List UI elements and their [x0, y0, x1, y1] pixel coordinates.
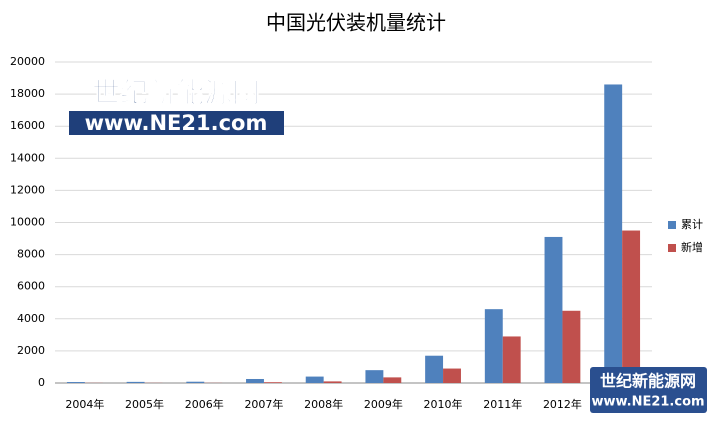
bar — [443, 368, 461, 383]
x-tick-label: 2009年 — [364, 397, 403, 411]
y-tick-label: 4000 — [17, 312, 45, 325]
y-tick-label: 8000 — [17, 248, 45, 261]
y-tick-label: 14000 — [10, 151, 45, 164]
bar — [502, 336, 521, 383]
y-tick-label: 2000 — [17, 344, 45, 357]
watermark-box — [590, 367, 707, 413]
bar — [263, 382, 282, 383]
y-tick-label: 6000 — [17, 280, 45, 293]
watermark-url: www.NE21.com — [591, 395, 704, 410]
x-tick-label: 2005年 — [125, 397, 164, 411]
y-tick-label: 20000 — [10, 55, 45, 68]
bar — [544, 236, 563, 383]
bar — [604, 84, 623, 383]
y-tick-label: 16000 — [10, 119, 45, 132]
bar — [305, 376, 324, 383]
bar — [365, 370, 384, 383]
watermark-name: 世纪新能源网 — [600, 372, 696, 391]
legend-label: 累计 — [681, 218, 703, 231]
bar — [622, 230, 641, 383]
chart-title: 中国光伏装机量统计 — [266, 11, 446, 35]
x-tick-label: 2012年 — [543, 397, 582, 411]
y-tick-label: 10000 — [10, 216, 45, 229]
watermark-bottom: 世纪新能源网 www.NE21.com — [590, 367, 707, 413]
x-tick-label: 2008年 — [304, 397, 343, 411]
y-tick-label: 0 — [38, 376, 45, 389]
watermark-bar — [69, 111, 284, 135]
bar — [562, 310, 581, 383]
x-tick-label: 2006年 — [185, 397, 224, 411]
legend-swatch — [668, 244, 676, 252]
watermark-top: 世纪新能源网 www.NE21.com — [69, 76, 284, 135]
x-tick-label: 2010年 — [424, 397, 463, 411]
y-tick-label: 12000 — [10, 183, 45, 196]
legend-label: 新增 — [681, 240, 703, 254]
watermark-name: 世纪新能源网 — [92, 76, 260, 109]
y-tick-label: 18000 — [10, 87, 45, 100]
bar — [383, 377, 402, 383]
bar — [425, 355, 444, 383]
bar — [126, 381, 145, 383]
legend-swatch — [668, 221, 676, 229]
watermark-url: www.NE21.com — [85, 111, 268, 135]
bar — [246, 378, 264, 383]
x-tick-label: 2004年 — [65, 397, 104, 411]
x-tick-label: 2007年 — [244, 397, 283, 411]
bar — [484, 309, 503, 383]
bar — [323, 381, 342, 383]
x-tick-label: 2011年 — [483, 397, 522, 411]
bar — [186, 381, 205, 383]
bar — [66, 382, 85, 383]
